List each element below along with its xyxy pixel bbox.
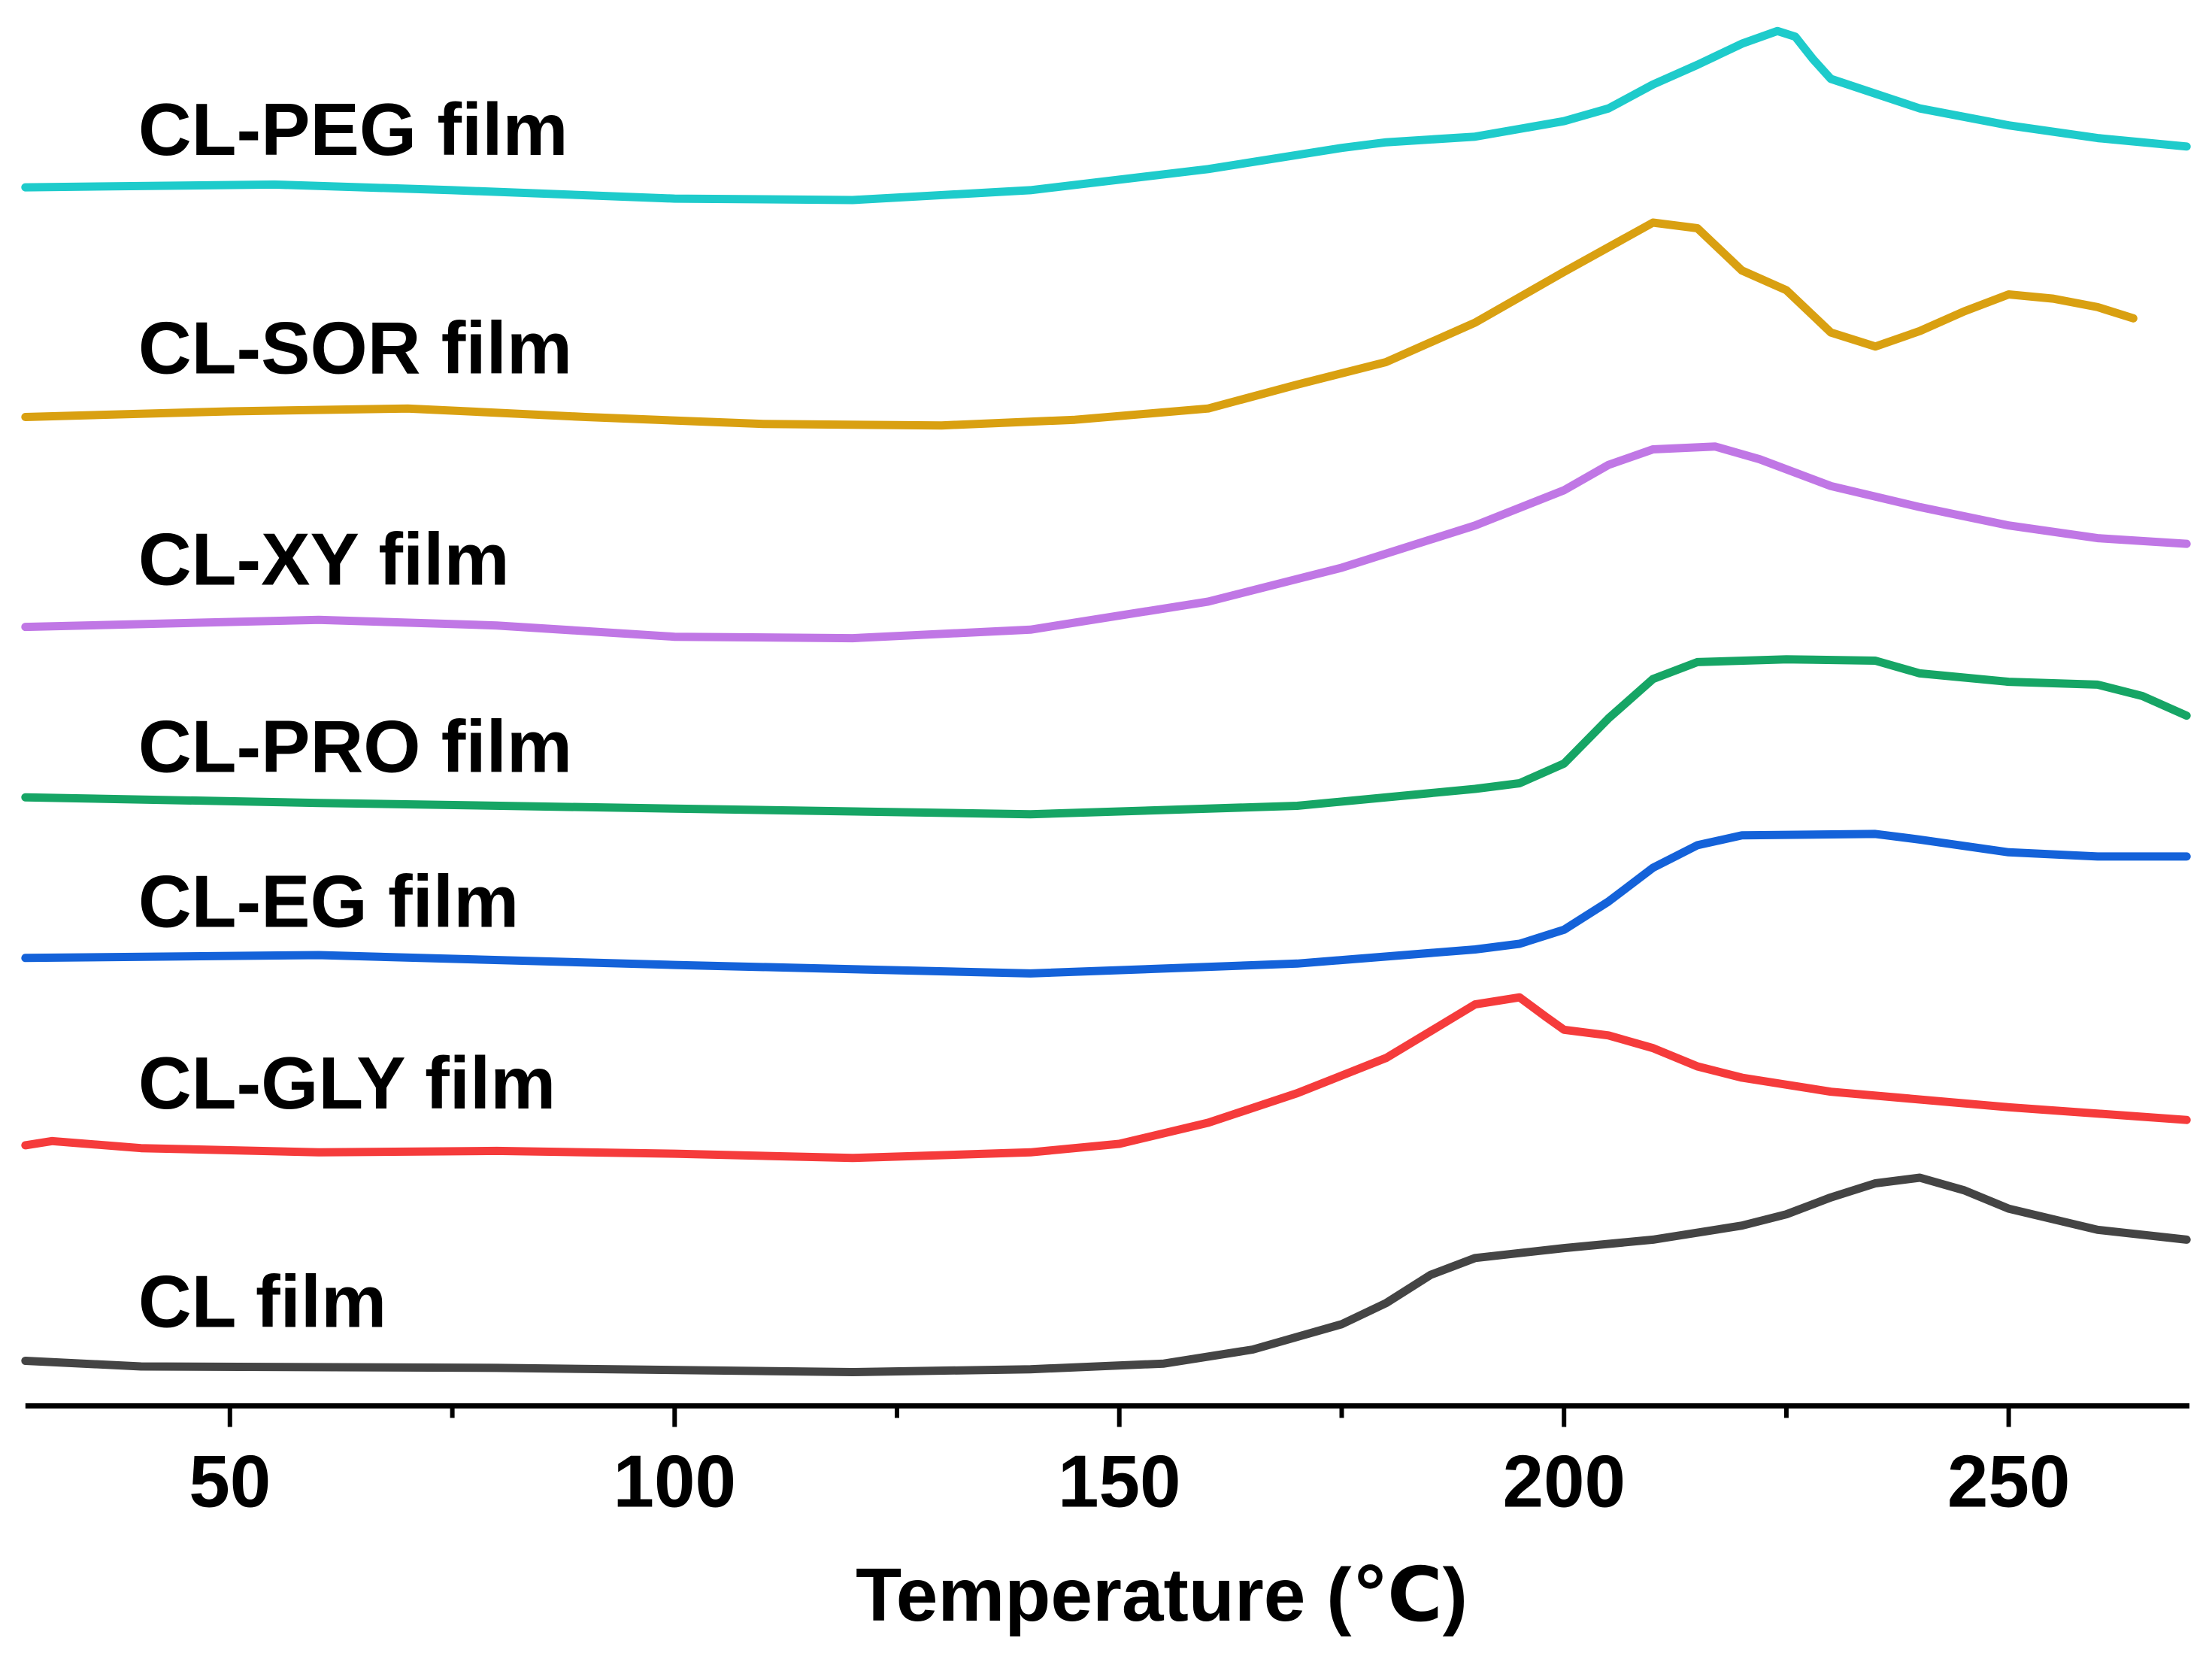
series-label-2: CL-XY film xyxy=(138,517,510,600)
series-label-1: CL-SOR film xyxy=(138,306,572,389)
x-axis-title: Temperature (℃) xyxy=(856,1553,1468,1637)
series-line-6 xyxy=(21,1173,2191,1376)
x-tick-label: 50 xyxy=(189,1439,271,1522)
series-line-1 xyxy=(21,218,2138,430)
series-label-3: CL-PRO film xyxy=(138,705,572,788)
series-line-4 xyxy=(21,830,2191,978)
series-label-6: CL film xyxy=(138,1260,386,1343)
series-line-5 xyxy=(21,993,2191,1163)
x-tick-label: 200 xyxy=(1502,1439,1626,1522)
series-line-0 xyxy=(21,26,2191,205)
series-label-5: CL-GLY film xyxy=(138,1042,556,1124)
x-tick-label: 100 xyxy=(614,1439,737,1522)
x-tick-label: 150 xyxy=(1058,1439,1181,1522)
x-tick-label: 250 xyxy=(1947,1439,2071,1522)
series-label-0: CL-PEG film xyxy=(138,88,568,171)
x-axis: 50 100 150 200 250 xyxy=(25,1403,2189,1522)
series-layer: CL-PEG film CL-SOR film CL-XY film CL-PRO f… xyxy=(21,26,2191,1376)
series-label-4: CL-EG film xyxy=(138,860,519,943)
series-line-3 xyxy=(21,655,2191,819)
series-line-2 xyxy=(21,442,2191,643)
